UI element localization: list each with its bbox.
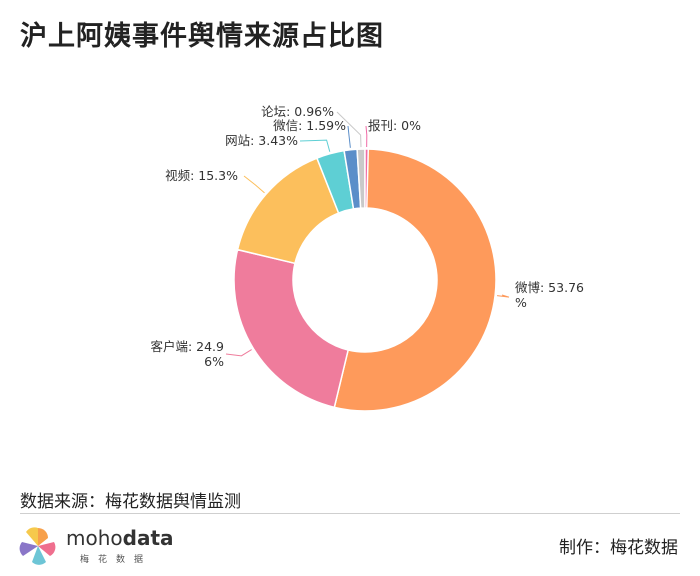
leader-line-2 <box>243 175 265 194</box>
slice-label-0: 微博: 53.76% <box>515 280 584 310</box>
logo-subtitle: 梅花数据 <box>80 555 153 565</box>
slice-label-4: 微信: 1.59% <box>273 118 346 133</box>
leader-line-3 <box>299 139 331 152</box>
pinwheel-icon <box>19 527 56 565</box>
slice-label-2: 视频: 15.3% <box>165 168 238 183</box>
leader-line-6 <box>365 125 368 148</box>
slice-label-5: 论坛: 0.96% <box>261 104 334 119</box>
donut-chart: 微博: 53.76 % 客户端: 24.9 6% 视频: 15.3% 网站: 3.43%微… <box>150 104 584 412</box>
slice-label-3: 网站: 3.43% <box>225 133 298 148</box>
slice-label-6: 报刊: 0% <box>368 118 421 133</box>
leader-line-1 <box>225 349 252 357</box>
mohodata-logo: mohodata 梅花数据 <box>18 524 178 568</box>
data-source: 数据来源：梅花数据舆情监测 <box>20 492 241 512</box>
slice-label-1: 客户端: 24.9 6% <box>150 339 224 369</box>
slice-1 <box>233 248 350 409</box>
slice-0 <box>333 148 497 412</box>
leader-line-0 <box>497 294 510 298</box>
chart-title: 沪上阿姨事件舆情来源占比图 <box>20 21 384 52</box>
leader-line-5 <box>336 111 362 148</box>
slice-6 <box>364 148 370 209</box>
leader-line-4 <box>347 125 351 148</box>
credit: 制作：梅花数据 <box>559 538 678 558</box>
logo-wordmark: mohodata <box>66 526 174 550</box>
divider <box>20 513 680 514</box>
